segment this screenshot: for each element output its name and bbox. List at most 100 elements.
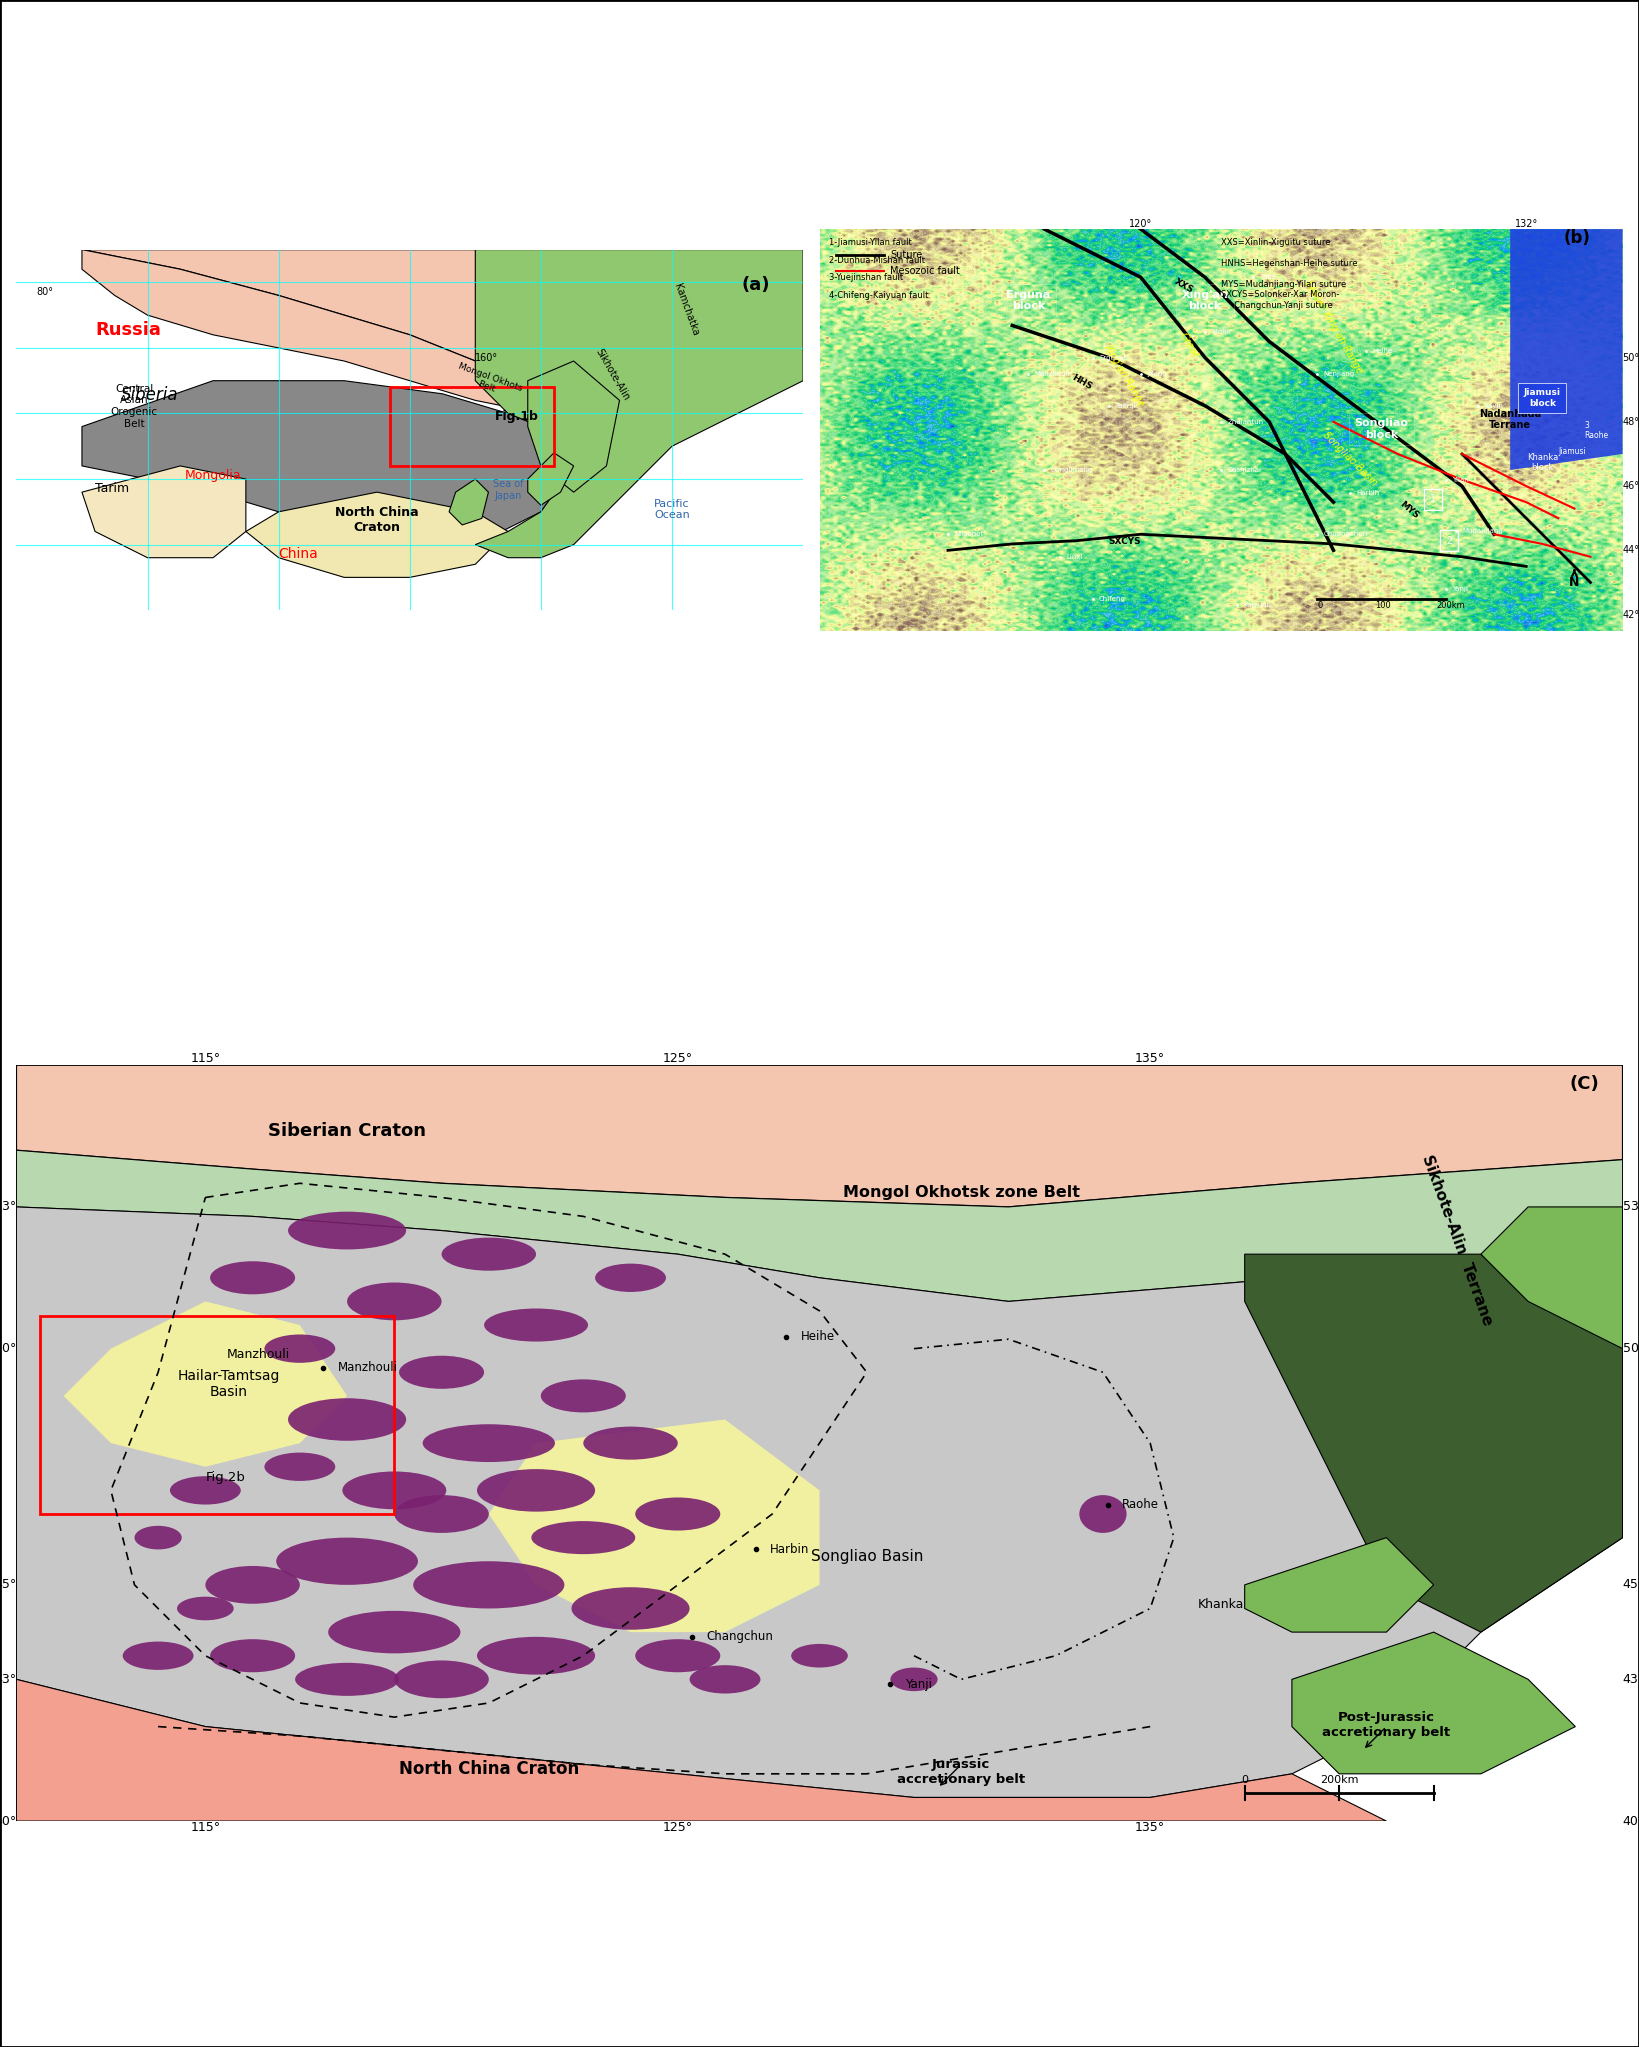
Text: Jiayin: Jiayin [1485,403,1503,409]
Polygon shape [1510,229,1623,471]
Polygon shape [1244,1255,1623,1631]
Text: Post-Jurassic
accretionary belt: Post-Jurassic accretionary belt [1323,1711,1451,1740]
Ellipse shape [295,1662,398,1695]
Text: Songliao Basin: Songliao Basin [1321,430,1378,487]
Text: North China Craton: North China Craton [398,1760,579,1779]
Text: MYS: MYS [1398,499,1421,520]
Text: XXS=Xinlin-Xiguitu suture: XXS=Xinlin-Xiguitu suture [1221,237,1331,248]
Text: Yilan: Yilan [1452,477,1469,483]
Text: 44°: 44° [1623,545,1639,555]
Text: Lesser Xing'an Range: Lesser Xing'an Range [1303,278,1364,377]
Ellipse shape [177,1597,234,1621]
Text: Heihe: Heihe [1372,348,1392,354]
Text: Donglimeng: Donglimeng [1051,467,1093,473]
Text: Yanji: Yanji [905,1679,931,1691]
Text: 46°: 46° [1623,481,1639,491]
Text: Khanka: Khanka [1198,1599,1244,1611]
Text: Tahe: Tahe [1260,274,1275,280]
Text: Chifeng: Chifeng [1100,596,1126,602]
Text: 50°: 50° [1623,352,1639,362]
Bar [390,387,554,467]
Text: Suture: Suture [890,250,923,260]
Text: Dashizhai: Dashizhai [1228,467,1262,473]
Polygon shape [16,1150,1623,1302]
Ellipse shape [792,1644,847,1668]
Text: Jurassic
accretionary belt: Jurassic accretionary belt [897,1758,1026,1787]
Text: Khanka
block: Khanka block [1526,452,1559,473]
Polygon shape [528,452,574,506]
Text: Fig.2b: Fig.2b [205,1472,246,1484]
Text: 3-Yuejinshan fault: 3-Yuejinshan fault [829,274,903,282]
Text: 120°: 120° [1129,219,1152,229]
Text: 132°: 132° [1514,219,1537,229]
Ellipse shape [210,1640,295,1672]
Text: Songliao Basin: Songliao Basin [811,1550,923,1564]
Ellipse shape [264,1335,336,1363]
Ellipse shape [264,1453,336,1480]
Text: Sikhote-Alin: Sikhote-Alin [593,348,631,403]
Ellipse shape [572,1586,690,1629]
Text: 50°: 50° [0,1343,16,1355]
Text: Fig.1b: Fig.1b [495,409,539,424]
Text: 1-Jiamusi-Yilan fault: 1-Jiamusi-Yilan fault [829,237,911,248]
Polygon shape [1292,1631,1575,1775]
Ellipse shape [477,1638,595,1674]
Text: Manzhouli: Manzhouli [228,1349,290,1361]
Text: 115°: 115° [190,1052,220,1064]
Ellipse shape [477,1470,595,1511]
Ellipse shape [205,1566,300,1603]
Polygon shape [1482,1208,1623,1349]
Text: 0: 0 [1318,602,1323,610]
Text: HNHS=Hegenshan-Heihe suture: HNHS=Hegenshan-Heihe suture [1221,260,1357,268]
Polygon shape [1244,1537,1434,1631]
Text: 53°: 53° [1623,1200,1639,1214]
Text: Russia: Russia [95,321,161,340]
Ellipse shape [690,1664,760,1693]
Text: 1: 1 [1429,493,1436,504]
Polygon shape [16,1064,1623,1208]
Text: 135°: 135° [1136,1052,1165,1064]
Ellipse shape [583,1427,679,1460]
Text: 43°: 43° [0,1672,16,1687]
Polygon shape [528,360,620,491]
Polygon shape [488,1419,820,1631]
Polygon shape [82,250,541,413]
Text: Siberian Craton: Siberian Craton [269,1122,426,1140]
Text: Nenjiang: Nenjiang [1324,371,1355,377]
Text: (a): (a) [742,276,770,295]
Text: Manzhouli: Manzhouli [338,1361,398,1374]
Ellipse shape [343,1472,446,1509]
Text: 160°: 160° [475,352,498,362]
Text: N: N [1569,571,1580,590]
Text: 45°: 45° [1623,1578,1639,1591]
Text: Harbih: Harbih [1355,489,1380,495]
Text: 40°: 40° [0,1814,16,1828]
Ellipse shape [210,1261,295,1294]
Text: Hailar-Tamtsag
Basin: Hailar-Tamtsag Basin [177,1369,280,1398]
Text: 115°: 115° [190,1822,220,1834]
Polygon shape [246,491,508,577]
Ellipse shape [395,1660,488,1699]
Text: Mongol Okhotsk zone Belt: Mongol Okhotsk zone Belt [842,1185,1080,1200]
Text: Erguna
block: Erguna block [1006,291,1051,311]
Ellipse shape [1080,1494,1126,1533]
Text: Great: Great [1178,332,1200,360]
Text: Tarim: Tarim [95,483,129,495]
Text: 48°: 48° [1623,418,1639,428]
Text: Zhalantun: Zhalantun [1228,420,1264,426]
Text: 2: 2 [1446,536,1452,547]
Text: Nadanhada
Terrane: Nadanhada Terrane [1478,409,1541,430]
Text: Heihe: Heihe [800,1331,834,1343]
Text: Raohe: Raohe [1121,1498,1159,1511]
Text: 43°: 43° [1623,1672,1639,1687]
Ellipse shape [398,1355,484,1388]
Polygon shape [449,479,488,524]
Ellipse shape [277,1537,418,1584]
Text: China: China [279,547,318,561]
Text: 4-Chifeng-Kaiyuan fault: 4-Chifeng-Kaiyuan fault [829,291,929,301]
Ellipse shape [328,1611,461,1654]
Text: Mongolia: Mongolia [185,469,241,481]
Text: 135°: 135° [1136,1822,1165,1834]
Polygon shape [16,1679,1387,1822]
Text: Songliao
block: Songliao block [1355,418,1408,440]
